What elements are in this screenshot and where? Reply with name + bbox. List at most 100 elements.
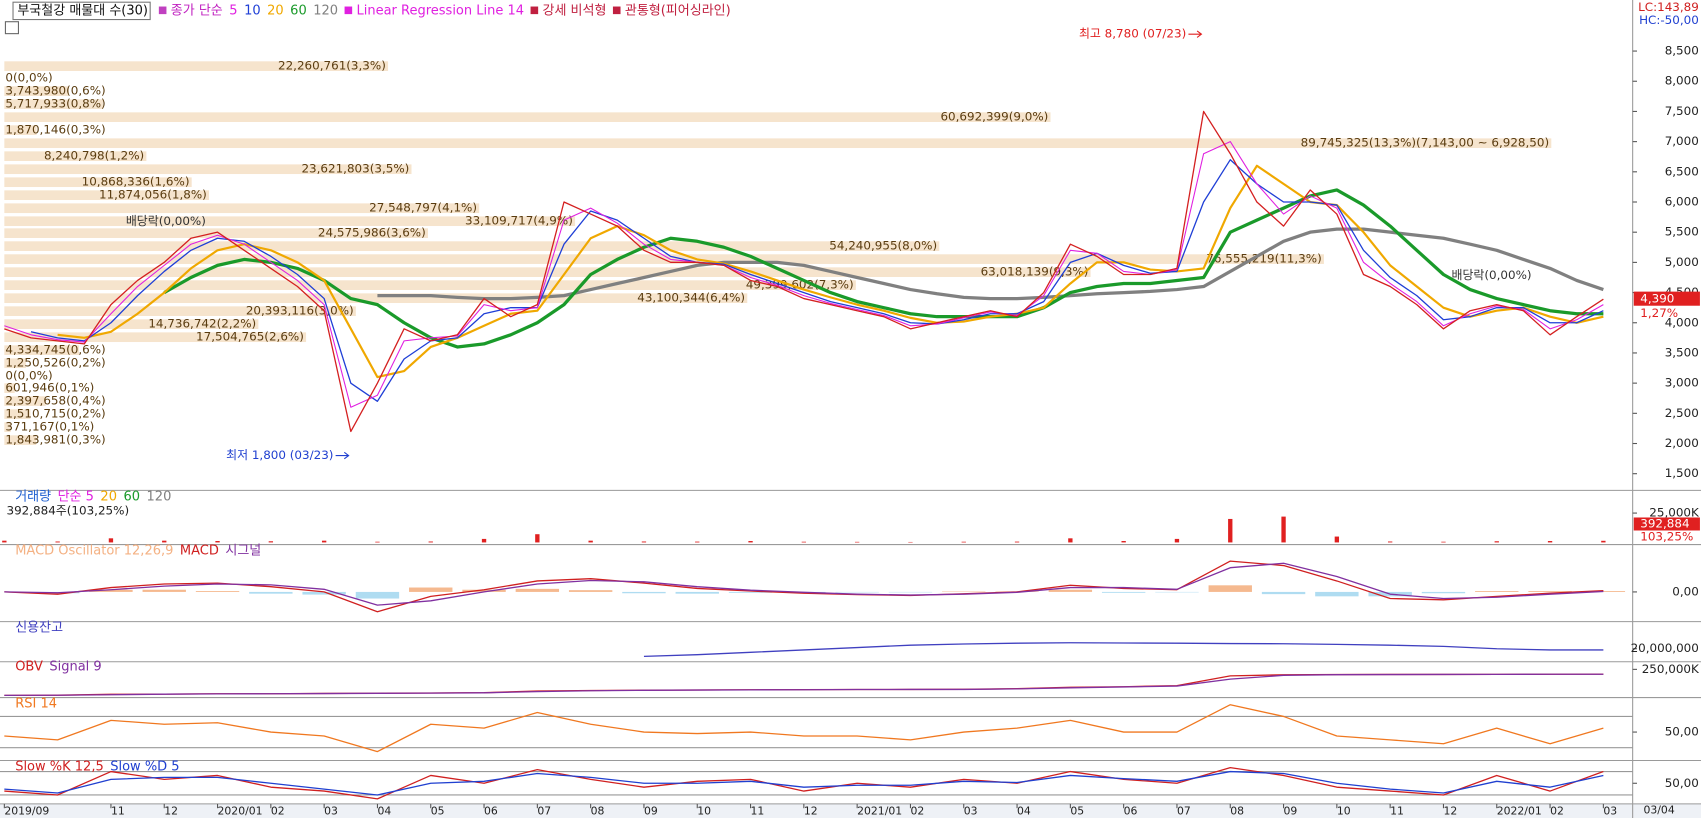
y-tick-label: 3,500 [1665,345,1699,359]
volume-profile-label: 1,250,526(0,2%) [5,356,105,370]
last-date: 03/04 [1644,803,1675,816]
volume-profile-bar [4,306,356,316]
last-price-box [1633,291,1700,306]
volume-profile-bar [4,86,69,96]
volume-profile-label: 23,621,803(3,5%) [301,162,409,176]
volume-profile-bar [4,409,31,419]
volume-profile-label: 2,397,658(0,4%) [5,394,105,408]
volume-profile-bar [4,345,80,355]
volume-bar [1014,541,1020,543]
x-tick-label: 2019/09 [4,804,49,817]
legend-label: MACD [180,544,219,559]
volume-profile-label: 60,692,399(9,0%) [940,110,1048,124]
volume-profile-label: 33,109,717(4,9%) [465,214,573,228]
volume-profile-bar [4,422,11,432]
moving-average [4,141,1604,408]
volume-profile-bar [4,177,192,188]
x-tick-label: 03 [324,804,338,817]
volume-profile-bar [4,293,748,304]
volume-profile-bar [4,383,15,393]
legend-label: MACD Oscillator 12,26,9 [15,544,173,559]
legend-icon [612,6,621,15]
hc-label: HC:-50,00 [1639,13,1699,27]
volume-profile-label: 371,167(0,1%) [5,420,94,434]
volume-bar [1068,538,1073,543]
volume-profile-label: 4,334,745(0,6%) [5,343,105,357]
title-box [12,1,151,21]
legend-label: 강세 비석형 [542,3,606,18]
volume-bar [695,541,700,543]
volume-profile-bar [4,112,1051,123]
x-tick-label: 12 [164,804,178,817]
legend-label: 60 [290,3,307,18]
volume-profile-label: 11,874,056(1,8%) [99,188,207,202]
oscillator-bar [1208,585,1252,592]
legend-label: 신용잔고 [15,621,63,636]
annotation: 최저 1,800 (03/23) [226,448,333,462]
x-tick-label: 09 [644,804,658,817]
x-tick-label: 09 [1284,804,1298,817]
volume-profile-label: 0(0,0%) [5,71,52,85]
lc-label: LC:143,89 [1638,0,1699,14]
oscillator-bar [515,588,560,592]
x-tick-label: 12 [1443,804,1457,817]
x-tick-label: 10 [697,804,711,817]
legend-label: 관통형(피어싱라인) [625,3,731,18]
legend-label: 단순 5 [58,489,94,504]
volume-profile-bar [4,228,428,238]
indicator-line [4,673,1604,697]
indicator-line [4,770,1604,796]
volume-profile-label: 601,946(0,1%) [5,381,94,395]
legend-label: Signal 9 [49,660,101,675]
y-tick-label: 7,000 [1665,134,1699,148]
y-tick-label: 6,500 [1665,164,1699,178]
last-price-label: 4,390 [1640,292,1674,306]
oscillator-bar [355,591,400,599]
chart-title: 부국철강 매물대 수(30) [17,3,148,18]
oscillator-bar [1421,591,1466,594]
y-tick-label: 0,00 [1672,584,1699,598]
x-tick-label: 10 [1337,804,1351,817]
volume-bar [1441,541,1446,543]
y-tick-label: 7,500 [1665,104,1699,118]
value-text: 392,884주(103,25%) [7,503,130,517]
y-tick-label: 6,000 [1665,195,1699,209]
volume-bar [321,540,327,543]
oscillator-bar [89,589,133,592]
oscillator-bar [675,591,719,594]
volume-bar [535,534,540,543]
volume-profile-label: 3,743,980(0,6%) [5,84,105,98]
volume-profile-label: 54,240,955(8,0%) [829,239,937,253]
y-tick-label: 50,00 [1665,725,1699,739]
volume-profile-bar [4,332,307,343]
oscillator-bar [462,589,506,592]
price-line [4,110,1604,433]
x-tick-label: 11 [111,804,125,817]
oscillator-bar [1101,591,1146,593]
oscillator-bar [249,591,293,594]
volume-profile-label: 1,510,715(0,2%) [5,407,105,421]
volume-profile-bar [4,203,480,214]
x-tick-label: 03 [1603,804,1617,817]
legend-label: 거래량 [15,489,51,504]
volume-profile-label: 1,843,981(0,3%) [5,433,105,447]
volume-profile-label: 14,736,742(2,2%) [148,317,256,331]
volume-profile-label: 17,504,765(2,6%) [196,330,304,344]
oscillator-bar [1261,591,1306,595]
moving-average [30,159,1604,402]
x-tick-label: 08 [591,804,605,817]
grid-icon[interactable] [4,21,19,35]
legend-label: 시그널 [225,544,261,559]
y-tick-label: 8,000 [1665,74,1699,88]
x-tick-label: 06 [484,804,498,817]
volume-profile-label: 76,555,219(11,3%) [1206,252,1321,266]
legend-label: Slow %K 12,5 [15,759,104,774]
volume-profile-label: 1,870,146(0,3%) [5,123,105,137]
oscillator-bar [568,590,613,592]
x-tick-label: 2022/01 [1497,804,1542,817]
volume-profile-label: 49,399,602(7,3%) [746,278,854,292]
volume-bar [162,540,167,543]
volume-profile-bar [4,125,37,135]
x-tick-label: 2020/01 [218,804,263,817]
annotation: 최고 8,780 (07/23) [1079,27,1186,41]
